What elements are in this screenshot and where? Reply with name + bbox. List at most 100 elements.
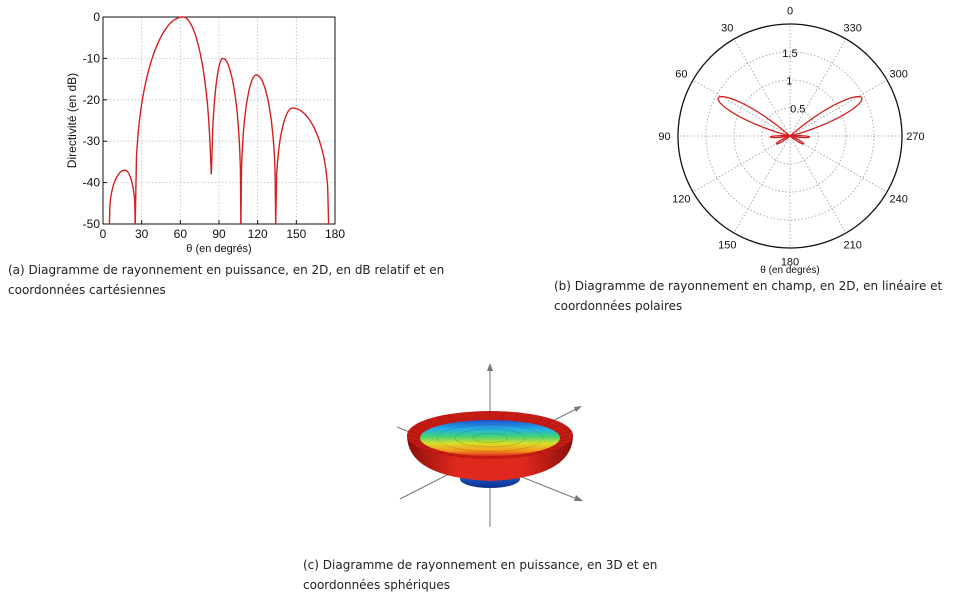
x-tick-label: 120	[248, 227, 268, 241]
grid	[102, 16, 336, 225]
angle-tick-label: 150	[718, 240, 736, 252]
mesh-line	[524, 414, 532, 423]
angle-spoke	[733, 135, 791, 234]
angle-tick-label: 330	[844, 22, 862, 34]
cartesian-chart: 0 30 60 90 120 150 180 0 -10 -20 -30 -40 -50 θ (en de…	[65, 10, 345, 255]
field-lobe	[789, 135, 811, 139]
caption-b-line-1: (b) Diagramme de rayonnement en champ, e…	[554, 279, 943, 293]
caption-a-line-1: (a) Diagramme de rayonnement en puissanc…	[8, 263, 445, 277]
field-lobe	[775, 135, 791, 145]
angle-tick-label: 180	[781, 256, 799, 268]
mesh-line	[475, 411, 479, 421]
angle-tick-label: 90	[658, 131, 670, 143]
directivity-lobe	[134, 16, 212, 225]
y-tick-label: 0	[93, 10, 100, 24]
mesh-line	[411, 426, 425, 433]
angle-spoke	[789, 135, 888, 193]
radial-tick-label: 1.5	[782, 48, 797, 60]
angle-tick-label: 300	[889, 68, 907, 80]
mesh-line	[448, 453, 456, 456]
x-tick-label: 150	[286, 227, 306, 241]
directivity-lobe	[275, 107, 330, 225]
z-axis-arrow	[487, 363, 493, 371]
mesh-line	[406, 434, 421, 439]
field-lobe	[717, 95, 791, 137]
x-tick-label: 180	[325, 227, 345, 241]
mesh-line	[408, 438, 422, 442]
angle-spoke	[733, 38, 791, 137]
field-pattern	[717, 95, 863, 145]
mesh-line	[461, 454, 467, 458]
radiation-surface	[406, 411, 574, 488]
y-tick-label: -30	[83, 134, 101, 148]
directivity-lobe	[210, 57, 242, 225]
radial-tick-label: 0.5	[790, 103, 805, 115]
angle-tick-label: 120	[672, 194, 690, 206]
caption-c: (c) Diagramme de rayonnement en puissanc…	[303, 555, 723, 595]
mesh-line	[555, 443, 569, 445]
angle-spoke	[692, 135, 791, 193]
mesh-line	[408, 430, 422, 436]
surface3d-panel	[300, 355, 720, 594]
angle-tick-label: 30	[721, 22, 733, 34]
mesh-line	[501, 455, 505, 459]
mesh-ring	[472, 433, 508, 443]
angle-tick-label: 210	[844, 240, 862, 252]
mesh-line	[555, 426, 569, 433]
mesh-line	[550, 422, 562, 430]
x-axis-arrow	[574, 406, 582, 412]
x-tick-label: 30	[135, 227, 149, 241]
mesh-ring	[454, 428, 526, 448]
mesh-line	[436, 451, 446, 454]
mesh-line	[558, 430, 572, 436]
mesh-line	[524, 453, 532, 456]
mesh-line	[501, 411, 505, 421]
mesh-line	[426, 419, 437, 427]
field-lobe	[769, 135, 791, 139]
mesh-line	[448, 414, 456, 423]
directivity-curve	[108, 16, 330, 225]
caption-b: (b) Diagramme de rayonnement en champ, e…	[554, 276, 959, 316]
caption-a-line-2: coordonnées cartésiennes	[8, 283, 166, 297]
directivity-lobe	[240, 74, 277, 225]
angle-tick-label: 0	[787, 6, 793, 18]
mesh-line	[475, 455, 479, 459]
polar-chart-panel: 0 30 60 90 120 150 180 210 240 270 300 330 0.5 1 1.5 θ …	[540, 0, 961, 320]
caption-c-line-2: coordonnées sphériques	[303, 578, 450, 592]
polar-chart: 0 30 60 90 120 150 180 210 240 270 300 330 0.5 1 1.5 θ …	[658, 6, 924, 276]
surface3d-chart	[396, 363, 583, 527]
angle-tick-label: 60	[675, 68, 687, 80]
field-lobe	[789, 135, 805, 145]
mesh-line	[534, 451, 544, 454]
mesh-line	[559, 434, 574, 439]
mesh-line	[418, 422, 430, 430]
angle-tick-label: 270	[906, 131, 924, 143]
y-axis-arrow	[574, 495, 583, 501]
mesh-line	[513, 454, 519, 458]
directivity-lobe	[108, 169, 136, 225]
mesh-line	[426, 449, 437, 451]
y-tick-label: -20	[83, 93, 101, 107]
x-tick-label: 0	[100, 227, 107, 241]
mesh-line	[543, 449, 554, 451]
mesh-line	[543, 419, 554, 427]
angle-spoke	[789, 38, 847, 137]
angle-spoke	[789, 79, 888, 137]
caption-c-line-1: (c) Diagramme de rayonnement en puissanc…	[303, 558, 658, 572]
radial-tick-label: 1	[786, 76, 792, 88]
caption-b-line-2: coordonnées polaires	[554, 299, 683, 313]
y-axis-label: Directivité (en dB)	[65, 73, 79, 168]
angle-spoke	[692, 79, 791, 137]
field-lobe	[789, 95, 863, 137]
y-tick-label: -50	[83, 217, 101, 231]
y-tick-label: -40	[83, 176, 101, 190]
x-tick-label: 60	[174, 227, 188, 241]
mesh-line	[558, 438, 572, 442]
angle-tick-label: 240	[889, 194, 907, 206]
y-tick-label: -10	[83, 51, 101, 65]
mesh-line	[411, 443, 425, 445]
inner-bowl	[420, 420, 560, 456]
polar-axis-label: θ (en degrés)	[760, 265, 819, 276]
x-tick-label: 90	[212, 227, 226, 241]
cartesian-chart-panel: 0 30 60 90 120 150 180 0 -10 -20 -30 -40 -50 θ (en de…	[0, 0, 520, 300]
